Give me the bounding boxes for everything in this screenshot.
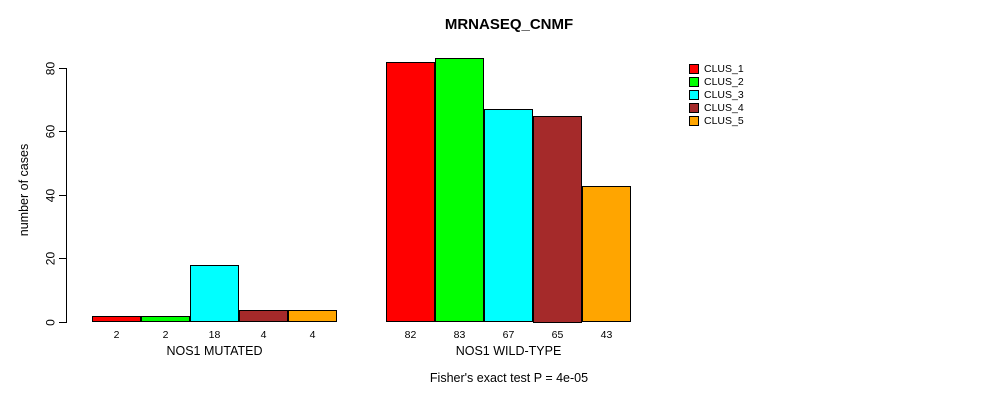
legend-swatch bbox=[689, 89, 699, 100]
y-tick-mark bbox=[59, 258, 66, 260]
legend-label: CLUS_2 bbox=[704, 76, 744, 89]
legend-item-clus_2: CLUS_2 bbox=[689, 76, 744, 89]
chart-title: MRNASEQ_CNMF bbox=[444, 16, 574, 33]
y-tick-label: 60 bbox=[43, 124, 57, 139]
bar-clus_3 bbox=[484, 109, 533, 323]
legend: CLUS_1 CLUS_2 CLUS_3 CLUS_4 CLUS_5 bbox=[689, 63, 744, 127]
bar-clus_4 bbox=[533, 115, 582, 323]
y-tick-label: 20 bbox=[43, 252, 57, 266]
group-label: NOS1 WILD-TYPE bbox=[455, 343, 562, 358]
bar-clus_1 bbox=[92, 316, 141, 323]
bar-value-label: 4 bbox=[309, 328, 316, 341]
bar-value-label: 2 bbox=[162, 328, 169, 341]
bar-clus_1 bbox=[386, 61, 435, 323]
legend-item-clus_3: CLUS_3 bbox=[689, 89, 744, 102]
y-tick-label: 0 bbox=[43, 319, 57, 326]
bar-clus_2 bbox=[435, 58, 484, 323]
bar-clus_5 bbox=[582, 185, 631, 323]
bar-value-label: 2 bbox=[113, 328, 120, 341]
y-axis-line bbox=[66, 68, 67, 323]
y-tick-label: 80 bbox=[43, 61, 57, 75]
bar-clus_5 bbox=[288, 309, 337, 323]
legend-swatch bbox=[689, 102, 699, 113]
bar-clus_4 bbox=[239, 309, 288, 323]
group-label: NOS1 MUTATED bbox=[166, 343, 263, 358]
y-tick-mark bbox=[59, 67, 66, 69]
legend-swatch bbox=[689, 64, 699, 75]
bar-value-label: 65 bbox=[551, 328, 564, 341]
bar-value-label: 82 bbox=[404, 328, 417, 341]
legend-swatch bbox=[689, 77, 699, 88]
legend-label: CLUS_4 bbox=[704, 101, 744, 114]
legend-item-clus_5: CLUS_5 bbox=[689, 114, 744, 127]
bar-clus_3 bbox=[190, 265, 239, 323]
bar-value-label: 67 bbox=[502, 328, 515, 341]
legend-label: CLUS_5 bbox=[704, 114, 744, 127]
legend-item-clus_4: CLUS_4 bbox=[689, 101, 744, 114]
legend-label: CLUS_1 bbox=[704, 63, 744, 76]
y-tick-mark bbox=[59, 322, 66, 323]
bar-value-label: 18 bbox=[208, 328, 221, 341]
y-axis-title: number of cases bbox=[17, 143, 31, 237]
legend-item-clus_1: CLUS_1 bbox=[689, 63, 744, 76]
legend-swatch bbox=[689, 115, 699, 126]
bar-clus_2 bbox=[141, 316, 190, 323]
y-tick-mark bbox=[59, 194, 66, 196]
bar-value-label: 83 bbox=[453, 328, 466, 341]
y-tick-mark bbox=[59, 131, 66, 133]
bar-value-label: 43 bbox=[600, 328, 613, 341]
bar-value-label: 4 bbox=[260, 328, 267, 341]
statistical-test-note: Fisher's exact test P = 4e-05 bbox=[429, 371, 589, 385]
legend-label: CLUS_3 bbox=[704, 88, 744, 101]
y-tick-label: 40 bbox=[43, 188, 57, 202]
